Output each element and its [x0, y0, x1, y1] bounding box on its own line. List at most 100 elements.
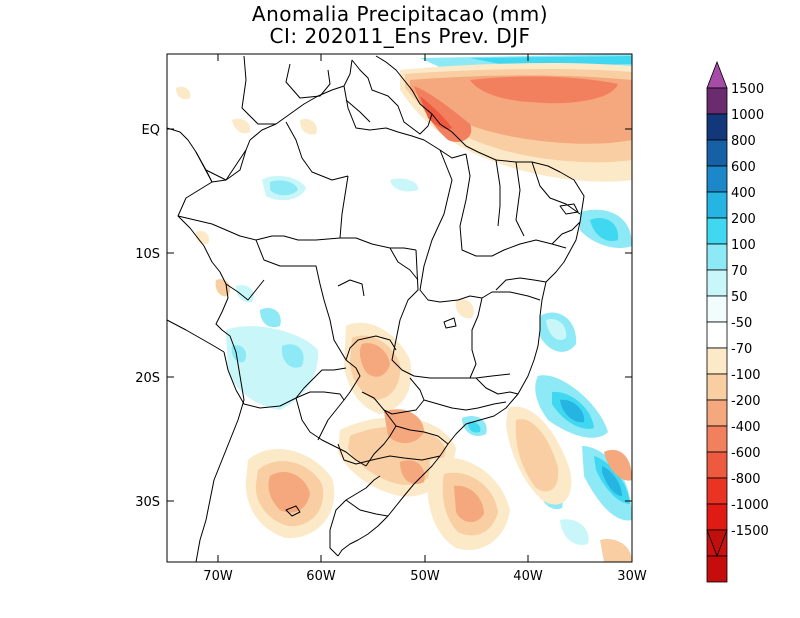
state-border — [423, 399, 507, 411]
colorbar-box — [706, 347, 728, 375]
map-frame — [166, 53, 633, 563]
anomaly-field — [167, 54, 632, 562]
bolivia-paraguay-border — [223, 351, 345, 409]
colorbar-label: -400 — [731, 420, 761, 435]
state-border — [339, 175, 349, 239]
venezuela-border — [285, 63, 331, 99]
anomaly-patch — [590, 218, 619, 242]
colorbar-label: 200 — [731, 212, 756, 227]
colorbar-box — [706, 113, 728, 141]
colorbar-label: -70 — [731, 342, 752, 357]
colorbar-label: -1500 — [731, 524, 769, 539]
peru-bolivia-border — [167, 319, 225, 353]
anomaly-patch — [268, 472, 310, 513]
colorbar-label: -100 — [731, 368, 761, 383]
anomaly-patch — [468, 421, 481, 433]
colorbar-label: -800 — [731, 472, 761, 487]
colorbar: 1500 1000 800 600 400 200 100 70 50 -50 -70 -100 -20… — [706, 60, 769, 583]
anomaly-patch — [470, 76, 618, 104]
state-border — [345, 335, 397, 361]
state-border — [559, 203, 579, 215]
paraguay-border — [295, 397, 367, 467]
anomaly-patch — [270, 180, 298, 196]
colorbar-box — [706, 373, 728, 401]
anomaly-patch — [359, 343, 390, 377]
anomaly-patch — [195, 230, 210, 245]
southern-state-border — [337, 443, 441, 465]
state-border — [295, 367, 347, 399]
state-border — [469, 291, 541, 379]
anomaly-patch — [176, 86, 191, 100]
lat-label-10s: 10S — [135, 247, 160, 262]
lat-label-eq: EQ — [142, 123, 160, 138]
lon-label-30w: 30W — [617, 569, 647, 584]
colorbar-label: -50 — [731, 316, 752, 331]
political-boundaries — [167, 55, 585, 562]
colombia-border — [211, 59, 353, 183]
colorbar-labels: 1500 1000 800 600 400 200 100 70 50 -50 -70 -100 -20… — [731, 82, 769, 539]
colorbar-box — [706, 139, 728, 167]
colorbar-label: 600 — [731, 160, 756, 175]
state-border — [345, 99, 371, 123]
lon-label-50w: 50W — [410, 569, 440, 584]
northern-brazil-border — [343, 85, 467, 159]
colorbar-box — [706, 555, 728, 583]
colorbar-box — [706, 191, 728, 219]
ecuador-border — [195, 149, 247, 183]
colorbar-box — [706, 321, 728, 349]
state-border — [459, 153, 567, 257]
state-border — [515, 161, 525, 237]
state-border — [419, 149, 483, 303]
colorbar-box — [706, 425, 728, 453]
anomaly-patch — [384, 409, 424, 444]
lake-outline — [285, 505, 301, 517]
colorbar-box — [706, 87, 728, 115]
colorbar-label: -1000 — [731, 498, 769, 513]
colorbar-label: 50 — [731, 290, 748, 305]
state-border — [337, 279, 365, 297]
state-border — [383, 377, 425, 415]
anomaly-patch — [560, 519, 589, 545]
latitude-axis: EQ 10S 20S 30S — [135, 123, 632, 510]
colorbar-label: 400 — [731, 186, 756, 201]
colorbar-box — [706, 399, 728, 427]
colorbar-box — [706, 217, 728, 245]
state-border — [225, 279, 265, 301]
lat-label-30s: 30S — [135, 495, 160, 510]
colorbar-label: -200 — [731, 394, 761, 409]
map-title: Anomalia Precipitacao (mm) — [251, 2, 549, 26]
bolivia-border — [255, 239, 361, 441]
colorbar-box — [706, 295, 728, 323]
anomaly-patch — [560, 399, 585, 423]
anomaly-patch — [600, 538, 632, 562]
colorbar-label: 1000 — [731, 108, 764, 123]
colorbar-label: 100 — [731, 238, 756, 253]
state-border — [395, 425, 449, 445]
anomaly-patch — [215, 279, 231, 297]
colombia-venezuela-border — [241, 55, 276, 125]
anomaly-patch — [300, 118, 317, 135]
anomaly-patch — [281, 344, 304, 368]
anomaly-patch — [455, 299, 474, 319]
state-border — [495, 277, 547, 291]
lon-label-60w: 60W — [306, 569, 336, 584]
colorbar-box — [706, 269, 728, 297]
colorbar-bottom-arrow — [706, 529, 728, 558]
anomaly-patch — [470, 56, 632, 66]
lat-label-20s: 20S — [135, 371, 160, 386]
state-border — [285, 121, 349, 181]
anomaly-patch — [515, 419, 559, 492]
colorbar-label: 1500 — [731, 82, 764, 97]
anomaly-patch — [602, 466, 622, 496]
anomaly-patch — [414, 86, 472, 143]
anomaly-patch — [400, 460, 425, 484]
state-border — [391, 249, 511, 379]
uruguay-border — [345, 499, 389, 517]
state-border — [495, 159, 501, 227]
state-border — [475, 377, 519, 395]
anomaly-patch — [420, 96, 452, 130]
colorbar-boxes — [706, 87, 728, 583]
colorbar-label: 800 — [731, 134, 756, 149]
colorbar-box — [706, 451, 728, 479]
